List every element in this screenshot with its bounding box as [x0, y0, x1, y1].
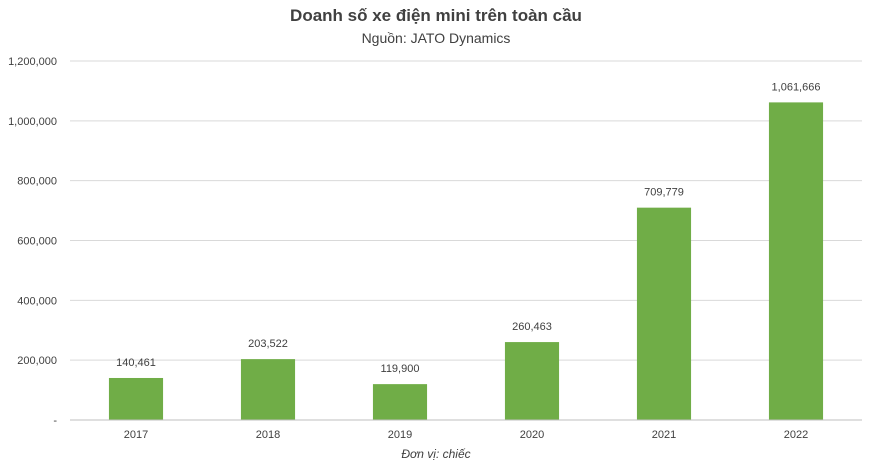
y-tick-label: 800,000 [17, 176, 57, 188]
y-tick-label: 400,000 [17, 295, 57, 307]
y-tick-label: 600,000 [17, 236, 57, 248]
x-tick-label: 2017 [124, 429, 148, 441]
bar-2017 [108, 377, 164, 420]
bar-2018 [240, 359, 296, 420]
y-tick-label: 200,000 [17, 355, 57, 367]
chart-title: Doanh số xe điện mini trên toàn cầu [290, 6, 582, 25]
bar-2020 [504, 342, 560, 420]
x-tick-label: 2019 [388, 429, 412, 441]
x-tick-label: 2020 [520, 429, 544, 441]
bar-2021 [636, 207, 692, 420]
chart-subtitle: Nguồn: JATO Dynamics [361, 30, 511, 46]
data-label: 203,522 [248, 338, 288, 350]
bar-2022 [768, 102, 824, 420]
data-label: 1,061,666 [772, 81, 821, 93]
bar-2019 [372, 384, 428, 420]
y-tick-label: 1,200,000 [8, 56, 57, 68]
data-label: 140,461 [116, 357, 156, 369]
y-tick-label: 1,000,000 [8, 116, 57, 128]
x-tick-label: 2021 [652, 429, 676, 441]
gridlines [70, 60, 862, 361]
y-axis-ticks: - 200,000 400,000 600,000 800,000 1,000,000 1,… [8, 56, 57, 427]
data-label: 119,900 [381, 363, 420, 375]
x-tick-label: 2022 [784, 429, 808, 441]
x-axis-ticks: 2017 2018 2019 2020 2021 2022 [124, 429, 808, 441]
x-axis-label: Đơn vị: chiếc [401, 447, 471, 461]
data-label: 260,463 [512, 321, 552, 333]
x-tick-label: 2018 [256, 429, 280, 441]
bars [108, 102, 824, 420]
data-label: 709,779 [644, 187, 684, 199]
data-labels: 140,461 203,522 119,900 260,463 709,779 1,061… [116, 81, 820, 375]
y-tick-label: - [53, 415, 57, 427]
